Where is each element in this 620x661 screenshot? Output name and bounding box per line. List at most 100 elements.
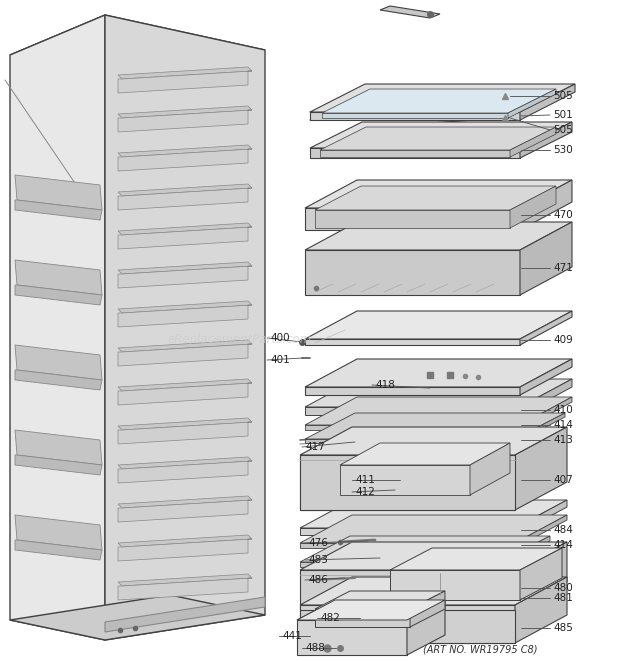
Polygon shape [520, 311, 572, 345]
Polygon shape [390, 570, 520, 600]
Text: 482: 482 [320, 613, 340, 623]
Polygon shape [15, 540, 102, 560]
Polygon shape [520, 84, 575, 120]
Polygon shape [15, 370, 102, 390]
Polygon shape [305, 407, 520, 415]
Text: 418: 418 [375, 380, 395, 390]
Polygon shape [520, 122, 572, 158]
Text: 417: 417 [305, 442, 325, 452]
Polygon shape [15, 345, 102, 380]
Polygon shape [310, 112, 520, 120]
Polygon shape [297, 600, 445, 620]
Polygon shape [105, 15, 265, 640]
Polygon shape [300, 427, 567, 455]
Polygon shape [15, 200, 102, 220]
Polygon shape [305, 413, 565, 439]
Polygon shape [340, 443, 510, 465]
Text: 441: 441 [282, 631, 302, 641]
Polygon shape [310, 148, 520, 158]
Text: 481: 481 [553, 593, 573, 603]
Polygon shape [10, 15, 105, 640]
Polygon shape [470, 443, 510, 495]
Polygon shape [15, 175, 102, 210]
Polygon shape [300, 500, 567, 528]
Polygon shape [510, 127, 556, 157]
Polygon shape [118, 106, 252, 118]
Polygon shape [305, 359, 572, 387]
Polygon shape [410, 591, 445, 627]
Text: 414: 414 [553, 420, 573, 430]
Text: 530: 530 [553, 145, 573, 155]
Polygon shape [118, 344, 252, 366]
Polygon shape [15, 285, 102, 305]
Polygon shape [118, 340, 252, 352]
Polygon shape [322, 89, 556, 113]
Polygon shape [510, 186, 556, 228]
Polygon shape [515, 515, 567, 548]
Polygon shape [118, 496, 252, 508]
Text: 505: 505 [553, 125, 573, 135]
Polygon shape [118, 266, 252, 288]
Polygon shape [315, 591, 445, 609]
Text: 414: 414 [553, 540, 573, 550]
Polygon shape [315, 609, 410, 627]
Polygon shape [305, 379, 572, 407]
Polygon shape [305, 439, 515, 443]
Text: 412: 412 [355, 487, 375, 497]
Polygon shape [300, 455, 515, 510]
Polygon shape [15, 455, 102, 475]
Text: 480: 480 [553, 583, 573, 593]
Polygon shape [515, 413, 565, 443]
Polygon shape [300, 577, 567, 605]
Text: 411: 411 [355, 475, 375, 485]
Text: 401: 401 [270, 355, 290, 365]
Polygon shape [297, 620, 407, 655]
Polygon shape [520, 359, 572, 395]
Polygon shape [118, 184, 252, 196]
Text: 410: 410 [553, 405, 573, 415]
Polygon shape [315, 210, 510, 228]
Polygon shape [300, 562, 500, 567]
Polygon shape [118, 422, 252, 444]
Polygon shape [407, 600, 445, 655]
Polygon shape [10, 15, 265, 90]
Text: 413: 413 [553, 435, 573, 445]
Polygon shape [515, 542, 567, 610]
Text: 505: 505 [553, 91, 573, 101]
Polygon shape [500, 536, 550, 567]
Polygon shape [305, 397, 572, 425]
Polygon shape [15, 515, 102, 550]
Polygon shape [297, 600, 445, 620]
Polygon shape [520, 222, 572, 295]
Polygon shape [340, 465, 470, 495]
Text: 476: 476 [308, 538, 328, 548]
Polygon shape [105, 597, 265, 632]
Text: eReplacementParts.com: eReplacementParts.com [168, 334, 312, 346]
Polygon shape [118, 305, 252, 327]
Polygon shape [118, 418, 252, 430]
Polygon shape [118, 71, 252, 93]
Text: 486: 486 [308, 575, 328, 585]
Polygon shape [305, 208, 520, 230]
Polygon shape [305, 339, 520, 345]
Polygon shape [118, 578, 252, 600]
Text: 484: 484 [553, 525, 573, 535]
Polygon shape [305, 180, 572, 208]
Polygon shape [118, 188, 252, 210]
Polygon shape [118, 223, 252, 235]
Polygon shape [390, 548, 562, 570]
Polygon shape [305, 222, 572, 250]
Text: 407: 407 [553, 475, 573, 485]
Polygon shape [305, 425, 520, 430]
Polygon shape [118, 145, 252, 157]
Polygon shape [15, 430, 102, 465]
Polygon shape [310, 122, 572, 148]
Polygon shape [515, 577, 567, 643]
Polygon shape [300, 455, 515, 510]
Polygon shape [118, 535, 252, 547]
Text: 483: 483 [308, 555, 328, 565]
Polygon shape [300, 543, 515, 548]
Text: 471: 471 [553, 263, 573, 273]
Polygon shape [118, 383, 252, 405]
Polygon shape [508, 89, 556, 118]
